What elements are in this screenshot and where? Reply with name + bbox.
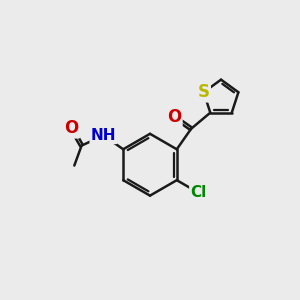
Text: NH: NH: [91, 128, 116, 143]
Text: Cl: Cl: [190, 185, 207, 200]
Text: S: S: [198, 83, 210, 101]
Text: O: O: [167, 108, 182, 126]
Text: O: O: [64, 119, 79, 137]
